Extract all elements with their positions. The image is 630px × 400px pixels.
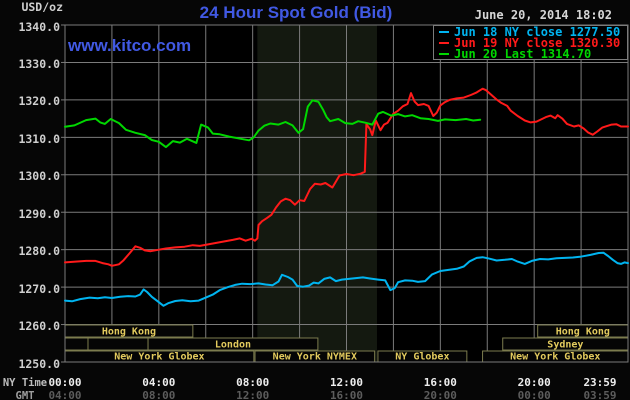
x-axis-label-ny: 00:00	[48, 376, 82, 389]
x-axis-label-ny: 04:00	[142, 376, 176, 389]
chart-timestamp: June 20, 2014 18:02	[474, 8, 612, 22]
legend-dash-icon	[439, 52, 449, 55]
x-axis-label-ny: 16:00	[423, 376, 457, 389]
x-axis-label-ny: 12:00	[329, 376, 364, 389]
session-label: NY Globex	[395, 352, 449, 363]
x-axis-label-gmt: 20:00	[423, 389, 457, 400]
y-axis-label: 1260.0	[18, 319, 60, 334]
y-axis-label: 1270.0	[18, 281, 60, 296]
y-axis-unit: USD/oz	[21, 0, 63, 14]
session-box	[64, 337, 89, 351]
gmt-row-label: GMT	[15, 390, 35, 400]
legend-dash-icon	[439, 30, 449, 33]
session-box	[87, 337, 149, 351]
x-axis-label-gmt: 12:00	[236, 389, 270, 400]
legend-item-label: Jun 18 NY close 1277.50	[454, 24, 621, 39]
session-label: New York NYMEX	[273, 352, 357, 363]
y-axis-label: 1300.0	[18, 169, 60, 184]
session-label: New York Globex	[114, 352, 204, 363]
ny-time-row-label: NY Time	[2, 377, 48, 389]
x-axis-label-ny: 20:00	[517, 376, 551, 389]
y-axis-label: 1340.0	[18, 19, 60, 34]
chart-title: 24 Hour Spot Gold (Bid)	[199, 3, 393, 22]
y-axis-label: 1330.0	[18, 56, 60, 71]
series-line-jun18	[64, 251, 629, 307]
y-axis-label: 1320.0	[18, 94, 60, 109]
session-box	[147, 337, 319, 351]
y-axis-label: 1310.0	[18, 131, 60, 146]
session-label: Hong Kong	[102, 327, 156, 338]
nymex-session-band	[257, 25, 377, 362]
legend-item-label: Jun 20 Last 1314.70	[454, 46, 592, 61]
legend-item: Jun 20 Last 1314.70	[439, 46, 627, 61]
plot-border	[64, 24, 629, 363]
session-label: Hong Kong	[556, 327, 610, 338]
session-label: Sydney	[547, 340, 583, 351]
x-axis-label-gmt: 08:00	[142, 389, 176, 400]
x-axis-label-ny: 08:00	[236, 376, 270, 389]
x-axis-label-gmt: 03:59	[583, 389, 617, 400]
x-axis-label-gmt: 00:00	[517, 389, 551, 400]
legend-item: Jun 19 NY close 1320.30	[439, 35, 627, 50]
y-axis-label: 1290.0	[18, 206, 60, 221]
legend-item-label: Jun 19 NY close 1320.30	[454, 35, 621, 50]
series-line-jun20	[64, 99, 482, 149]
y-axis-label: 1250.0	[18, 356, 60, 371]
legend: Jun 18 NY close 1277.50 Jun 19 NY close 1…	[433, 25, 628, 60]
series-line-jun19	[64, 87, 629, 267]
x-axis-label-gmt: 04:00	[48, 389, 82, 400]
kitco-watermark: www.kitco.com	[68, 36, 192, 55]
session-label: New York Globex	[510, 352, 600, 363]
legend-item: Jun 18 NY close 1277.50	[439, 24, 627, 39]
legend-dash-icon	[439, 41, 449, 44]
y-axis-label: 1280.0	[18, 244, 60, 259]
session-label: London	[215, 340, 251, 351]
x-axis-label-ny: 23:59	[583, 376, 617, 389]
x-axis-label-gmt: 16:00	[329, 389, 364, 400]
